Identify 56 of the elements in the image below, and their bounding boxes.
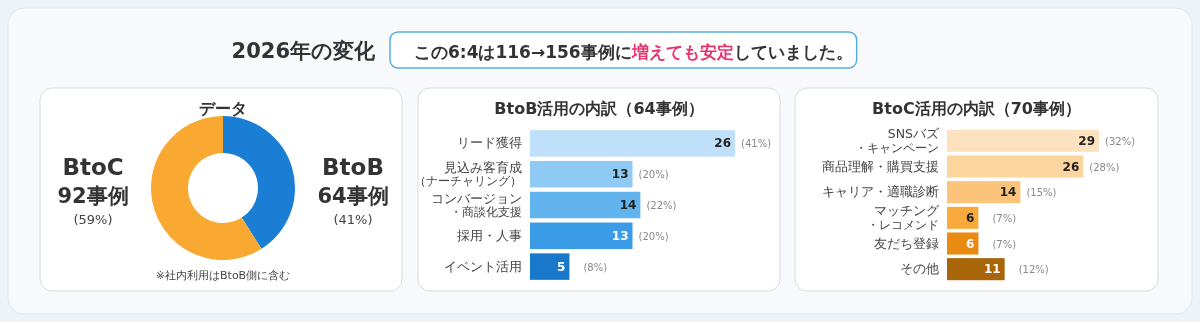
y-tick-label: 採用・人事 bbox=[457, 227, 522, 243]
slice-label: BtoC bbox=[62, 154, 124, 180]
annotation: (20%) bbox=[638, 169, 669, 181]
data-label: 6 bbox=[966, 236, 975, 251]
annotation: (22%) bbox=[646, 200, 677, 211]
y-tick-label: キャリア・適職診断 bbox=[822, 184, 939, 200]
bar bbox=[947, 258, 1005, 281]
annotation: (32%) bbox=[1105, 135, 1136, 147]
annotation: (41%) bbox=[741, 138, 772, 150]
y-tick-label: イベント活用 bbox=[444, 258, 522, 274]
slice-label: BtoB bbox=[322, 154, 384, 180]
y-tick-label: 見込み客育成（ナーチャリング） bbox=[414, 159, 522, 189]
bar bbox=[530, 253, 570, 280]
data-label: 13 bbox=[611, 228, 629, 243]
bar bbox=[947, 155, 1084, 178]
data-label: 26 bbox=[1062, 159, 1080, 174]
data-label: 5 bbox=[557, 259, 566, 274]
data-label: 14 bbox=[999, 185, 1017, 200]
text: 2026年の変化 bbox=[231, 39, 376, 63]
annotation: (12%) bbox=[1018, 264, 1049, 276]
chart-title: BtoC活用の内訳（70事例） bbox=[872, 99, 1081, 118]
y-tick-label: マッチング・レコメンド bbox=[867, 203, 940, 232]
data-label: 29 bbox=[1078, 133, 1095, 148]
chart-title: BtoB活用の内訳（64事例） bbox=[494, 99, 704, 118]
y-tick-label: リード獲得 bbox=[457, 135, 522, 151]
bar bbox=[530, 160, 633, 188]
data-label: 14 bbox=[619, 198, 637, 212]
donut-slice bbox=[151, 116, 262, 260]
y-tick-label: その他 bbox=[900, 261, 939, 277]
annotation: (20%) bbox=[638, 230, 669, 242]
y-tick-label: 友だち登録 bbox=[874, 235, 939, 251]
bar bbox=[947, 206, 979, 229]
data-label: 11 bbox=[983, 262, 1001, 277]
y-tick-label: 商品理解・購買支援 bbox=[822, 158, 939, 174]
bar bbox=[947, 232, 979, 255]
annotation: (7%) bbox=[992, 212, 1017, 224]
annotation: (7%) bbox=[992, 238, 1017, 250]
data-label: 92事例 (59%) bbox=[57, 184, 129, 227]
y-tick-label: SNSバズ・キャンペーン bbox=[855, 126, 940, 155]
bar bbox=[947, 129, 1099, 152]
text: この6:4は116→156事例に増えても安定していました。 bbox=[414, 42, 853, 62]
bar bbox=[947, 181, 1021, 204]
data-label: 64事例 (41%) bbox=[317, 184, 389, 227]
bar bbox=[530, 191, 641, 219]
annotation: (8%) bbox=[583, 261, 608, 273]
chart-title: データ bbox=[199, 99, 247, 118]
bar bbox=[530, 130, 735, 157]
bar bbox=[530, 222, 633, 250]
data-label: 26 bbox=[714, 136, 731, 151]
data-label: 6 bbox=[966, 210, 975, 225]
annotation: (28%) bbox=[1089, 161, 1120, 173]
donut-slice bbox=[223, 116, 295, 249]
y-tick-label: コンバージョン・商談化支援 bbox=[431, 190, 522, 219]
text: ※社内利用はBtoB側に含む bbox=[155, 269, 291, 282]
annotation: (15%) bbox=[1026, 187, 1057, 199]
data-label: 13 bbox=[611, 167, 629, 182]
